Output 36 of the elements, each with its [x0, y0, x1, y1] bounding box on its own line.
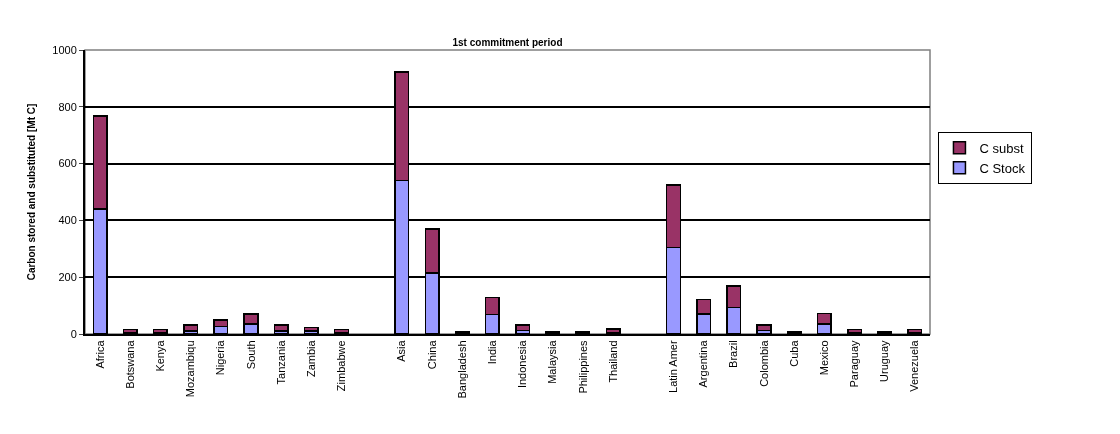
x-tick-label: Latin Amer [667, 340, 680, 393]
y-tick-label: 1000 [52, 43, 77, 56]
x-tick-label: Zimbabwe [335, 340, 348, 392]
x-tick-label: Colombia [757, 339, 770, 387]
y-tick-label: 600 [58, 157, 77, 170]
legend-label: C subst [979, 140, 1024, 156]
x-tick-label: China [425, 339, 438, 370]
x-tick-label: Indonesia [516, 339, 529, 389]
x-tick-label: Uruguay [878, 339, 891, 382]
x-tick-label: South [244, 340, 257, 370]
x-tick-label: Africa [93, 339, 106, 369]
y-tick-label: 0 [70, 327, 77, 340]
x-tick-label: Argentina [697, 339, 710, 388]
x-tick-label: India [485, 339, 498, 365]
x-tick-label: Mozambiqu [184, 340, 197, 398]
x-tick-label: Paraguay [848, 339, 861, 388]
x-tick-label: Malaysia [546, 339, 559, 384]
y-tick-label: 800 [58, 100, 77, 113]
chart-title: 1st commitment period [452, 37, 563, 49]
x-tick-label: Thailand [606, 340, 619, 383]
x-tick-label: Tanzania [274, 339, 287, 385]
x-tick-label: Nigeria [214, 339, 227, 376]
legend-label: C Stock [979, 160, 1026, 176]
x-tick-label: Mexico [817, 340, 830, 376]
y-tick-label: 200 [58, 271, 77, 284]
x-tick-label: Asia [395, 339, 408, 362]
y-tick-label: 400 [58, 214, 77, 227]
x-tick-label: Venezuela [908, 339, 921, 392]
x-tick-label: Bangladesh [455, 340, 468, 399]
x-tick-label: Botswana [123, 339, 136, 389]
x-tick-label: Zambia [304, 339, 317, 378]
x-tick-label: Cuba [787, 339, 800, 367]
x-tick-label: Philippines [576, 339, 589, 394]
y-axis-title: Carbon stored and substituted [Mt C] [25, 103, 37, 281]
x-tick-label: Kenya [154, 339, 167, 372]
x-tick-label: Brazil [727, 340, 740, 368]
